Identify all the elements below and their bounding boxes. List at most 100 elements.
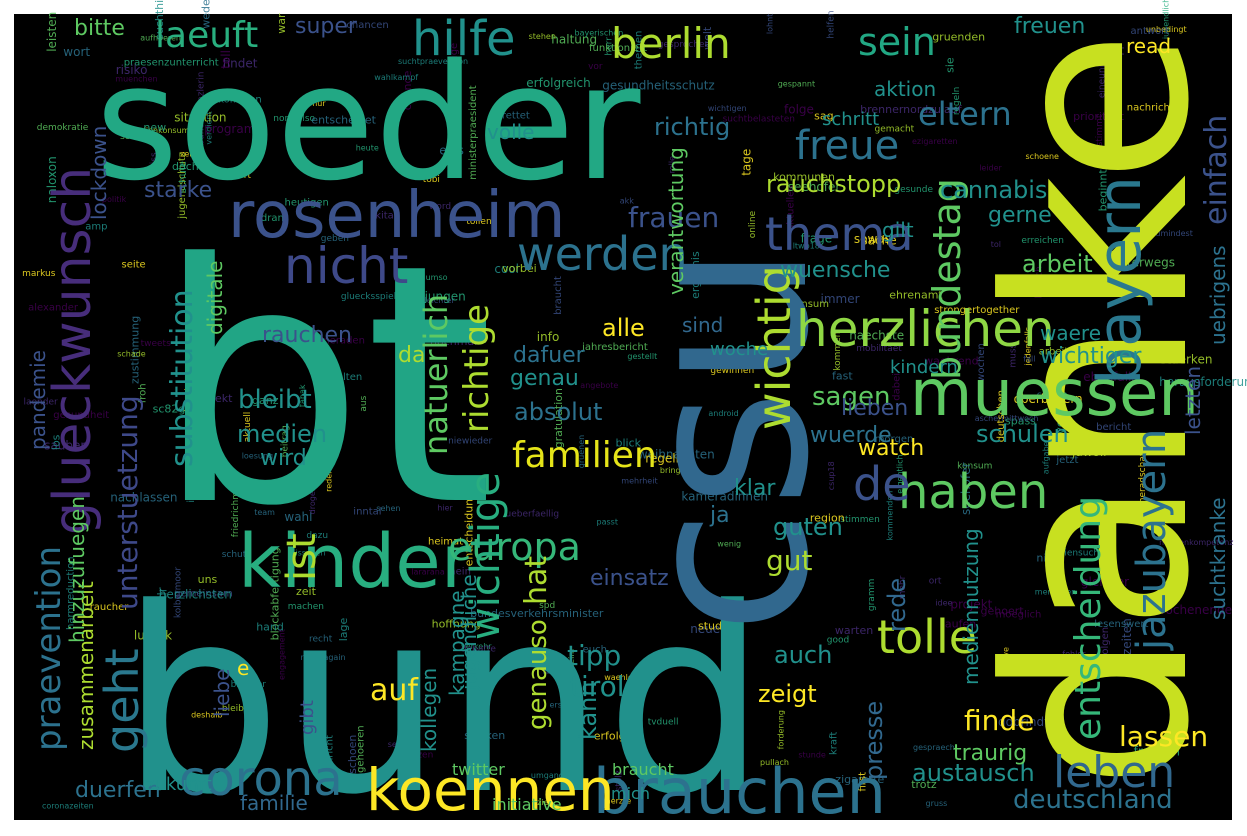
small-word-257: bericht <box>1096 422 1131 433</box>
small-word-243: wahlkampf <box>374 73 418 82</box>
word-92: zusammenarbeit <box>74 581 98 750</box>
small-word-196: weiss <box>149 152 159 177</box>
small-word-211: worte <box>752 605 775 614</box>
word-58: dafuer <box>513 343 586 368</box>
word-53: familie <box>240 791 308 815</box>
word-103: bitte <box>74 16 125 41</box>
small-word-244: geben <box>321 234 349 244</box>
small-word-190: lesenswert <box>1094 619 1148 630</box>
small-word-13: wochen <box>976 343 987 382</box>
word-71: alle <box>602 314 645 342</box>
small-word-61: jungen <box>424 289 466 303</box>
word-116: twitter <box>452 760 505 779</box>
small-word-122: team <box>254 508 275 517</box>
small-word-246: sc82g <box>153 402 186 415</box>
small-word-292: los <box>49 434 62 450</box>
small-word-268: ich <box>723 746 735 755</box>
word-110: verantwortung <box>664 147 688 295</box>
small-word-269: new <box>143 121 166 134</box>
small-word-203: hand <box>256 621 284 634</box>
small-word-130: laufen <box>942 617 976 630</box>
word-99: freuen <box>1014 14 1085 39</box>
small-word-155: respekt <box>191 392 233 405</box>
small-word-39: medienkompetenz <box>1159 538 1233 547</box>
word-76: zeigt <box>758 680 817 708</box>
small-word-181: wichtigen <box>708 104 747 113</box>
small-word-178: weihnachten <box>638 448 715 462</box>
small-word-97: demokratie <box>37 123 89 133</box>
small-word-90: zeit <box>296 585 317 598</box>
small-word-78: erstmal <box>550 701 580 710</box>
small-word-270: euch <box>583 645 607 656</box>
word-7: brauchen <box>593 755 886 828</box>
small-word-40: aktuell <box>243 412 253 443</box>
small-word-277: sucht­praevention <box>398 57 468 66</box>
small-word-168: politik <box>102 195 127 204</box>
small-word-195: stolz <box>615 770 625 791</box>
small-word-176: projekt <box>950 598 992 612</box>
small-word-121: programm <box>204 122 267 136</box>
small-word-74: sinne <box>189 279 211 288</box>
word-65: waere <box>1040 321 1101 345</box>
small-word-167: tage <box>740 149 754 176</box>
word-36: eltern <box>918 95 1012 133</box>
small-word-1: gesundheitsschutz <box>602 79 714 93</box>
small-word-193: csup18 <box>827 461 836 490</box>
small-word-73: eineunion <box>1098 54 1108 98</box>
small-word-26: weder <box>199 0 212 29</box>
small-word-259: niewieder <box>448 437 492 447</box>
small-word-44: aufgabe <box>1041 441 1050 474</box>
small-word-159: jedenfalls <box>1024 327 1033 367</box>
small-word-254: braucht <box>553 276 564 315</box>
small-word-12: gestern <box>1119 275 1157 286</box>
small-word-271: coronazeiten <box>42 801 94 810</box>
word-69: rauchstopp <box>766 170 901 198</box>
word-95: einsatz <box>590 566 669 591</box>
small-word-288: ehrenamt <box>889 289 943 302</box>
small-word-56: bringen <box>660 466 691 475</box>
word-39: natuerlich <box>417 294 455 455</box>
small-word-291: beginnt <box>1097 169 1110 212</box>
small-word-108: chance <box>401 70 414 110</box>
small-word-294: seehofer <box>959 462 973 515</box>
word-50: kann <box>574 681 602 740</box>
small-word-253: good <box>827 636 849 646</box>
word-115: zukunft <box>145 774 212 795</box>
word-52: duerfen <box>75 778 161 803</box>
word-83: uebrigens <box>1206 245 1230 345</box>
small-word-60: besuch <box>1035 266 1045 298</box>
small-word-25: word <box>429 202 451 212</box>
small-word-242: vorbei <box>502 262 537 275</box>
small-word-75: cool <box>494 262 519 276</box>
small-word-117: zumindest <box>1151 229 1193 238</box>
small-word-290: first <box>857 772 868 792</box>
small-word-0: gruenen <box>577 435 586 468</box>
small-word-232: naloxon <box>45 156 59 203</box>
word-75: auch <box>774 641 832 669</box>
word-86: gilt <box>882 218 914 242</box>
word-26: geht <box>95 648 149 753</box>
small-word-189: debatte <box>461 644 497 654</box>
small-word-228: wochenende <box>1156 603 1232 617</box>
small-word-120: gratulation <box>552 388 565 448</box>
word-41: wichtige <box>463 472 509 640</box>
word-107: digitale <box>203 261 227 335</box>
small-word-222: wort <box>63 45 90 59</box>
word-87: wuensche <box>780 258 890 283</box>
small-word-11: praesenzunterricht <box>124 57 219 68</box>
small-words-layer: gruenen gesundheitsschutz lage bisschen find… <box>22 0 1247 810</box>
word-56: wird <box>260 446 307 471</box>
word-74: gut <box>766 544 813 577</box>
word-57: frauen <box>628 201 719 234</box>
word-45: lassen <box>1119 720 1208 753</box>
small-word-19: herausforderungen <box>1159 375 1247 389</box>
small-word-143: schoen <box>346 735 359 774</box>
small-word-72: amp <box>85 222 107 233</box>
small-word-38: menschen <box>1035 588 1076 597</box>
small-word-114: heimat <box>428 537 463 548</box>
small-word-249: eins <box>439 143 464 157</box>
small-word-17: entscheidungen <box>463 478 476 566</box>
word-0: bt <box>155 194 494 578</box>
